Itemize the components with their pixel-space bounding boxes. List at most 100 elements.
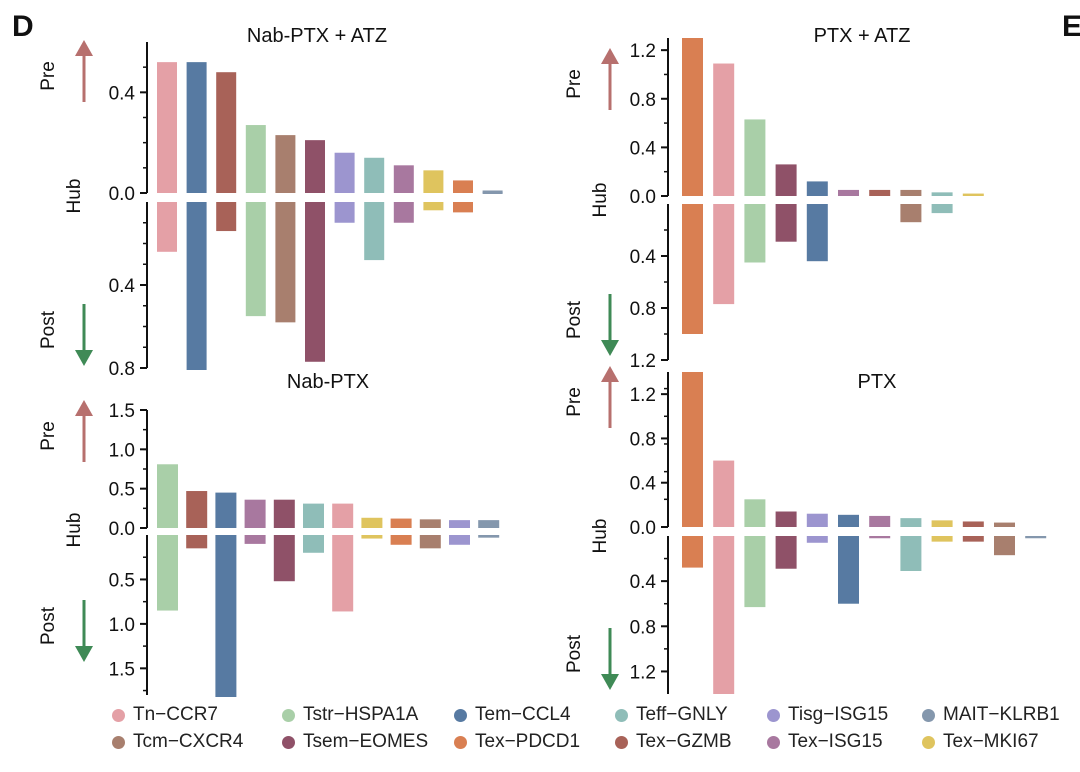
bar-pre <box>962 193 984 196</box>
chart-title: PTX <box>858 371 897 393</box>
bar-pre <box>332 503 354 528</box>
bar-post <box>361 535 383 539</box>
bar-pre <box>244 499 266 528</box>
bar-pre <box>453 180 473 193</box>
chart-title: Nab-PTX <box>287 371 369 393</box>
bar-pre <box>482 192 503 194</box>
bar-pre <box>361 517 383 528</box>
bar-post <box>478 535 500 538</box>
legend-swatch-icon <box>767 735 780 749</box>
legend-swatch-icon <box>922 735 935 749</box>
bar-post <box>744 204 766 263</box>
y-tick-label: 0.0 <box>630 187 656 208</box>
bar-post <box>931 204 953 214</box>
legend-item: Tex−PDCD1 <box>454 731 580 753</box>
legend-swatch-icon <box>615 708 628 722</box>
bar-post <box>275 202 296 323</box>
bar-pre <box>775 511 797 527</box>
arrow-up-icon <box>75 400 93 416</box>
bar-post <box>838 536 859 604</box>
y-tick-label: 0.4 <box>630 572 657 593</box>
legend-item: Tstr−HSPA1A <box>282 704 418 726</box>
bar-pre <box>713 63 735 197</box>
bar-post <box>423 202 444 211</box>
bar-pre <box>449 520 470 528</box>
panel-label-e: E <box>1062 10 1080 43</box>
hub-label: Hub <box>64 179 85 214</box>
bar-pre <box>390 518 412 528</box>
bar-pre <box>186 491 208 528</box>
bar-pre <box>869 515 891 527</box>
legend-swatch-icon <box>112 735 125 749</box>
bar-pre <box>994 522 1015 527</box>
bar-pre <box>482 190 503 193</box>
bar-pre <box>838 514 859 527</box>
bar-pre <box>364 157 385 193</box>
y-tick-label: 1.2 <box>630 662 656 683</box>
bar-pre <box>186 62 207 194</box>
bar-post <box>245 202 266 317</box>
bar-pre <box>157 464 178 528</box>
y-tick-label: 1.2 <box>630 385 656 406</box>
y-tick-label: 0.0 <box>109 184 135 205</box>
legend-label: Tex−GZMB <box>636 731 732 752</box>
bar-post <box>273 535 295 582</box>
legend-swatch-icon <box>454 708 467 722</box>
legend-label: Tex−ISG15 <box>788 731 883 752</box>
legend-item: Tex−GZMB <box>615 731 732 753</box>
post-label: Post <box>38 606 59 645</box>
y-tick-label: 0.8 <box>630 617 656 638</box>
hub-label: Hub <box>590 519 611 554</box>
bar-post <box>806 204 828 262</box>
y-tick-label: 0.4 <box>630 474 657 495</box>
bar-post <box>364 202 385 261</box>
legend-label: Tem−CCL4 <box>475 704 571 725</box>
bar-pre <box>245 125 266 193</box>
bar-pre <box>157 62 177 194</box>
bar-pre <box>393 165 414 193</box>
bar-pre <box>806 181 828 196</box>
bar-pre <box>931 520 953 527</box>
legend-label: Tsem−EOMES <box>303 731 429 752</box>
bar-pre <box>682 38 703 196</box>
y-tick-label: 0.8 <box>109 359 135 380</box>
bar-post <box>393 202 414 223</box>
hub-label: Hub <box>590 183 611 218</box>
legend-item: Tem−CCL4 <box>454 704 571 726</box>
legend-item: Tn−CCR7 <box>112 704 218 726</box>
legend-item: MAIT−KLRB1 <box>922 704 1060 726</box>
bar-pre <box>423 170 444 193</box>
bar-post <box>334 202 355 223</box>
bar-pre <box>931 192 953 196</box>
bar-post <box>682 204 703 334</box>
y-tick-label: 0.5 <box>109 480 135 501</box>
y-tick-label: 0.4 <box>109 276 136 297</box>
bar-pre <box>478 520 500 528</box>
bar-post <box>303 535 324 553</box>
bar-pre <box>275 135 296 193</box>
bar-post <box>157 202 177 252</box>
legend-label: Tex−MKI67 <box>943 731 1039 752</box>
arrow-up-icon <box>601 48 619 64</box>
bar-post <box>186 202 207 370</box>
legend-label: MAIT−KLRB1 <box>943 704 1060 725</box>
y-tick-label: 0.8 <box>630 299 656 320</box>
legend-swatch-icon <box>112 708 125 722</box>
legend-label: Tn−CCR7 <box>133 704 218 725</box>
legend-label: Tcm−CXCR4 <box>133 731 244 752</box>
arrow-down-icon <box>601 340 619 356</box>
bar-post <box>775 204 797 242</box>
bar-post <box>775 536 797 569</box>
y-tick-label: 1.2 <box>630 41 656 62</box>
y-tick-label: 0.8 <box>630 429 656 450</box>
legend-swatch-icon <box>282 708 295 722</box>
bar-post <box>449 535 470 545</box>
y-tick-label: 0.5 <box>109 570 135 591</box>
pre-label: Pre <box>564 387 585 417</box>
bar-post <box>186 535 208 549</box>
legend-swatch-icon <box>282 735 295 749</box>
chart-title: Nab-PTX + ATZ <box>247 25 387 47</box>
bar-pre <box>744 499 766 527</box>
bar-pre <box>869 189 891 196</box>
bar-post <box>216 202 237 232</box>
